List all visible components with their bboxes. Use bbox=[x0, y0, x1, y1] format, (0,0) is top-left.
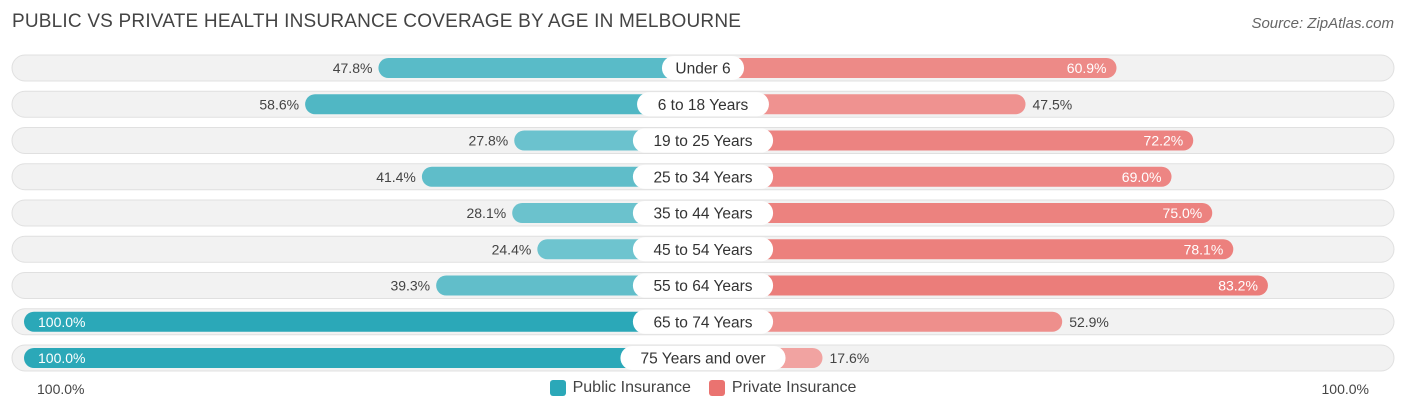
value-label-private: 47.5% bbox=[1033, 96, 1073, 112]
bar-private bbox=[703, 311, 1063, 332]
bar-private bbox=[703, 275, 1268, 296]
value-label-private: 72.2% bbox=[1144, 133, 1184, 149]
bar-public bbox=[305, 94, 703, 115]
category-label: 35 to 44 Years bbox=[653, 206, 752, 223]
value-label-public: 27.8% bbox=[469, 133, 509, 149]
value-label-private: 17.6% bbox=[830, 350, 870, 366]
category-label: Under 6 bbox=[675, 61, 730, 78]
category-pill bbox=[632, 237, 774, 262]
category-label: 6 to 18 Years bbox=[658, 97, 749, 114]
category-label: 55 to 64 Years bbox=[653, 278, 752, 295]
legend-item-private[interactable]: Private Insurance bbox=[708, 379, 857, 397]
value-label-public: 100.0% bbox=[38, 314, 85, 330]
source-label: Source: ZipAtlas.com bbox=[1251, 15, 1394, 32]
bar-public bbox=[24, 311, 703, 332]
value-label-public: 100.0% bbox=[38, 350, 85, 366]
chart: 47.8% 60.9% Under 6 58.6% 47.5% 6 to 18 Years… bbox=[11, 54, 1395, 372]
category-pill bbox=[632, 309, 774, 334]
category-pill bbox=[632, 273, 774, 298]
value-label-private: 52.9% bbox=[1069, 314, 1109, 330]
value-label-private: 60.9% bbox=[1067, 60, 1107, 76]
bar-public bbox=[378, 58, 703, 78]
bar-private bbox=[703, 203, 1213, 223]
category-pill bbox=[632, 128, 774, 153]
category-label: 75 Years and over bbox=[641, 351, 766, 368]
category-label: 65 to 74 Years bbox=[653, 314, 752, 331]
axis-left-label: 100.0% bbox=[37, 381, 85, 397]
legend-label-public: Public Insurance bbox=[572, 379, 691, 396]
bar-public bbox=[421, 166, 703, 187]
value-label-private: 75.0% bbox=[1163, 205, 1203, 221]
axis-right-label: 100.0% bbox=[1321, 381, 1369, 397]
value-label-public: 41.4% bbox=[376, 169, 416, 185]
value-label-public: 28.1% bbox=[466, 205, 506, 221]
legend-swatch-private bbox=[708, 380, 725, 396]
value-label-public: 47.8% bbox=[333, 60, 373, 76]
bar-private bbox=[703, 239, 1234, 260]
category-label: 19 to 25 Years bbox=[653, 133, 752, 150]
value-label-public: 39.3% bbox=[390, 278, 430, 294]
value-label-public: 24.4% bbox=[492, 241, 532, 257]
category-pill bbox=[632, 164, 774, 189]
category-pill bbox=[637, 92, 769, 117]
bar-public bbox=[24, 348, 703, 368]
bar-private bbox=[703, 166, 1172, 187]
value-label-private: 78.1% bbox=[1184, 241, 1224, 257]
category-label: 45 to 54 Years bbox=[653, 242, 752, 259]
legend-swatch-public bbox=[549, 380, 566, 396]
bar-private bbox=[703, 130, 1194, 151]
category-pill bbox=[632, 201, 774, 225]
legend: Public Insurance Private Insurance bbox=[0, 379, 1406, 397]
legend-item-public[interactable]: Public Insurance bbox=[549, 379, 691, 397]
category-label: 25 to 34 Years bbox=[653, 169, 752, 186]
legend-label-private: Private Insurance bbox=[731, 379, 857, 396]
bar-private bbox=[703, 58, 1117, 78]
chart-title: PUBLIC VS PRIVATE HEALTH INSURANCE COVER… bbox=[12, 11, 742, 32]
bar-private bbox=[703, 94, 1026, 115]
value-label-private: 83.2% bbox=[1218, 278, 1258, 294]
value-label-private: 69.0% bbox=[1122, 169, 1162, 185]
value-label-public: 58.6% bbox=[259, 96, 299, 112]
category-pill bbox=[620, 346, 786, 370]
category-pill bbox=[661, 56, 745, 80]
